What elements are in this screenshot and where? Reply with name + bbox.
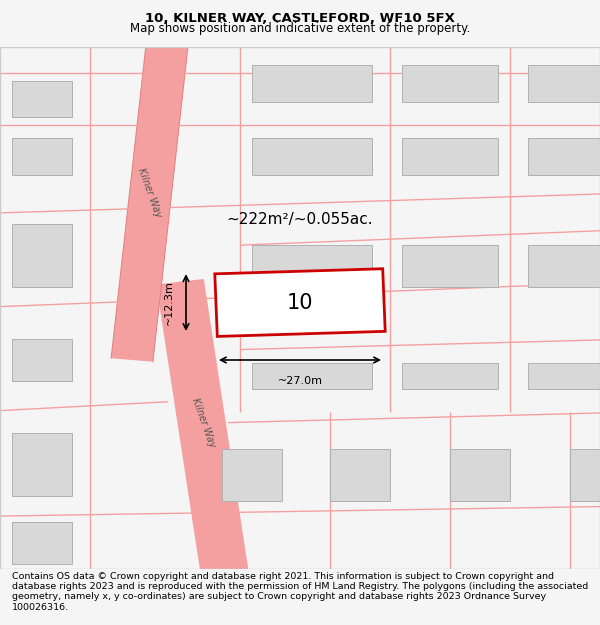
Polygon shape: [528, 245, 600, 287]
Polygon shape: [528, 65, 600, 102]
Text: 10: 10: [287, 292, 313, 312]
Polygon shape: [12, 433, 72, 496]
Polygon shape: [402, 138, 498, 175]
Polygon shape: [12, 138, 72, 175]
Polygon shape: [12, 522, 72, 564]
Polygon shape: [528, 138, 600, 175]
Polygon shape: [330, 449, 390, 501]
Text: ~27.0m: ~27.0m: [277, 376, 323, 386]
Text: Map shows position and indicative extent of the property.: Map shows position and indicative extent…: [130, 22, 470, 35]
Polygon shape: [570, 449, 600, 501]
Text: ~222m²/~0.055ac.: ~222m²/~0.055ac.: [227, 212, 373, 227]
Polygon shape: [156, 279, 252, 598]
Text: Kilner Way: Kilner Way: [190, 396, 218, 449]
Polygon shape: [222, 449, 282, 501]
Polygon shape: [402, 65, 498, 102]
Polygon shape: [402, 245, 498, 287]
Text: 10, KILNER WAY, CASTLEFORD, WF10 5FX: 10, KILNER WAY, CASTLEFORD, WF10 5FX: [145, 12, 455, 25]
Polygon shape: [111, 34, 189, 362]
Polygon shape: [528, 362, 600, 389]
Polygon shape: [12, 81, 72, 118]
Polygon shape: [215, 269, 385, 336]
Polygon shape: [402, 362, 498, 389]
Polygon shape: [252, 65, 372, 102]
Polygon shape: [12, 224, 72, 287]
Polygon shape: [450, 449, 510, 501]
Polygon shape: [252, 362, 372, 389]
Text: Kilner Way: Kilner Way: [136, 167, 164, 219]
Polygon shape: [252, 138, 372, 175]
Polygon shape: [12, 339, 72, 381]
Text: ~12.3m: ~12.3m: [164, 280, 174, 325]
Text: Contains OS data © Crown copyright and database right 2021. This information is : Contains OS data © Crown copyright and d…: [12, 571, 588, 612]
Polygon shape: [252, 245, 372, 287]
